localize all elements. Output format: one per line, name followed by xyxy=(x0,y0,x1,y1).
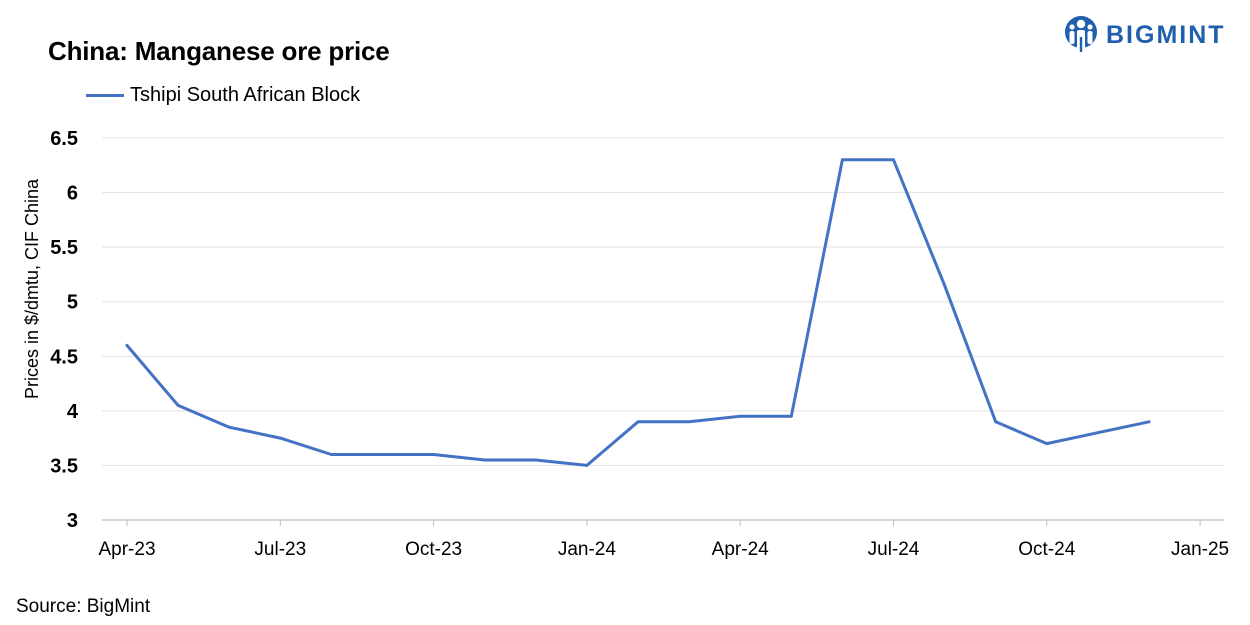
x-tick-label: Apr-24 xyxy=(712,539,769,560)
data-point xyxy=(125,343,129,347)
data-point xyxy=(381,453,384,456)
brand-logo: BIGMINT xyxy=(1064,15,1226,55)
y-tick-label: 3 xyxy=(67,510,78,532)
data-point xyxy=(330,453,333,456)
data-point xyxy=(738,414,742,418)
axis-layer xyxy=(102,519,1224,526)
data-point xyxy=(227,425,231,429)
x-tick-label: Apr-23 xyxy=(98,539,155,560)
source-note: Source: BigMint xyxy=(16,596,151,617)
x-tick-label: Oct-23 xyxy=(405,539,462,560)
y-tick-label: 5 xyxy=(67,292,78,314)
legend-label: Tshipi South African Block xyxy=(130,84,361,106)
data-point xyxy=(585,464,589,467)
x-tick-label: Jul-23 xyxy=(254,539,306,560)
person-logo-icon xyxy=(1065,16,1097,52)
data-point xyxy=(176,404,180,407)
brand-name: BIGMINT xyxy=(1106,20,1226,49)
grid-layer xyxy=(102,137,1224,466)
data-point xyxy=(789,414,793,418)
data-point xyxy=(483,458,487,462)
y-tick-label: 6 xyxy=(67,183,78,205)
y-tick-label: 3.5 xyxy=(50,455,78,477)
series-line-tshipi xyxy=(125,158,1151,467)
data-point xyxy=(892,158,895,162)
y-tick-label: 5.5 xyxy=(50,237,78,259)
data-point xyxy=(636,420,640,424)
data-point xyxy=(943,283,946,287)
x-tick-label: Jan-24 xyxy=(558,539,617,560)
x-tick-label: Jul-24 xyxy=(868,539,920,560)
data-point xyxy=(1045,442,1049,445)
legend-swatch xyxy=(86,94,124,97)
series-layer xyxy=(125,158,1151,467)
data-point xyxy=(432,453,435,456)
x-tick-label: Oct-24 xyxy=(1018,539,1075,560)
data-point xyxy=(278,436,282,440)
x-tick-label: Jan-25 xyxy=(1171,539,1229,560)
legend: Tshipi South African Block xyxy=(86,84,360,107)
data-point xyxy=(1147,420,1151,424)
y-tick-label: 4 xyxy=(67,401,79,423)
y-axis-label: Prices in $/dmtu, CIF China xyxy=(22,178,42,399)
x-tick-labels: Apr-23 Jul-23 Oct-23 Jan-24 Apr-24 Jul-24 Oct-… xyxy=(98,539,1229,560)
chart-title: China: Manganese ore price xyxy=(48,36,390,66)
data-point xyxy=(687,420,691,424)
data-point xyxy=(841,158,844,162)
data-point xyxy=(534,458,538,462)
y-tick-labels: 3 3.5 4 4.5 5 5.5 6 6.5 xyxy=(50,128,79,532)
data-point xyxy=(994,420,998,424)
data-point xyxy=(1096,431,1100,435)
y-tick-label: 6.5 xyxy=(50,128,78,150)
y-tick-label: 4.5 xyxy=(50,346,78,368)
